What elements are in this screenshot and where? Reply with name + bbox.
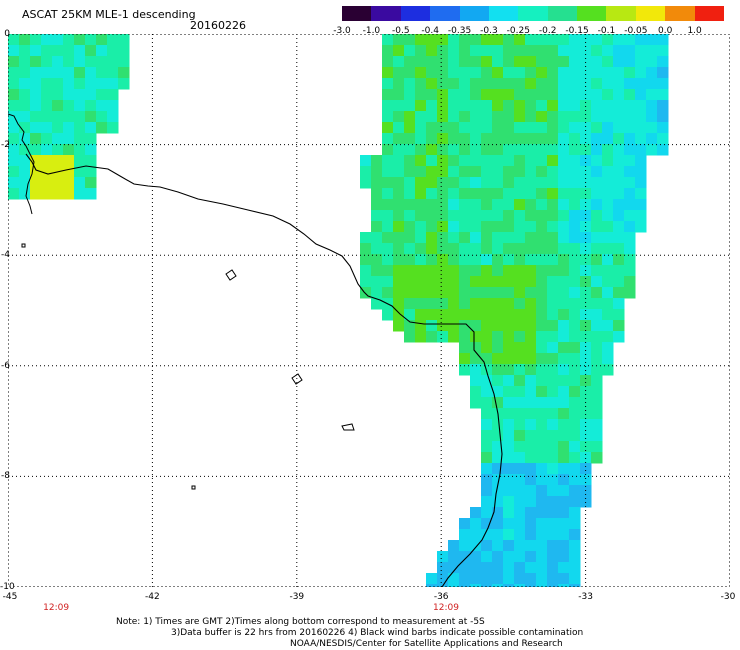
colorbar-label: 1.0 (687, 26, 702, 36)
colorbar-segment (635, 6, 666, 21)
map-plot (8, 34, 730, 587)
colorbar-label: -0.35 (447, 26, 472, 36)
colorbar-label: 0.0 (658, 26, 673, 36)
longitude-label: -45 (2, 592, 18, 602)
colorbar (342, 6, 725, 21)
latitude-label: -6 (1, 360, 10, 371)
colorbar-label: -0.4 (421, 26, 439, 36)
colorbar-label: -0.05 (624, 26, 648, 36)
footer-credit: NOAA/NESDIS/Center for Satellite Applica… (290, 639, 563, 649)
latitude-label: -8 (1, 471, 10, 482)
map-date: 20160226 (190, 19, 246, 32)
colorbar-segment (459, 6, 490, 21)
colorbar-segment (430, 6, 461, 21)
longitude-label: -36 (433, 592, 449, 602)
latitude-label: -2 (1, 139, 10, 150)
colorbar-segment (371, 6, 402, 21)
longitude-label: -42 (145, 592, 160, 602)
colorbar-segment (342, 6, 372, 21)
colorbar-label: -0.15 (565, 26, 589, 36)
wind-swaths (8, 34, 669, 587)
latitude-label: 0 (4, 29, 10, 39)
time-label: 12:09 (43, 603, 70, 613)
time-label: 12:09 (433, 603, 459, 613)
colorbar-label: -0.2 (538, 26, 557, 36)
colorbar-segment (694, 6, 725, 21)
colorbar-label: -0.5 (391, 26, 410, 36)
footer-note-1: Note: 1) Times are GMT 2)Times along bot… (116, 617, 485, 627)
colorbar-label: -0.1 (597, 26, 616, 36)
longitude-label: -39 (289, 592, 305, 602)
colorbar-segment (518, 6, 549, 21)
colorbar-segment (400, 6, 431, 21)
colorbar-segment (577, 6, 607, 21)
colorbar-segment (547, 6, 578, 21)
colorbar-label: -0.25 (506, 26, 530, 36)
footer-note-2: 3)Data buffer is 22 hrs from 20160226 4)… (171, 628, 584, 638)
colorbar-label: -1.0 (362, 26, 381, 36)
latitude-label: -4 (1, 250, 10, 261)
colorbar-label: -0.3 (480, 26, 498, 36)
colorbar-segment (488, 6, 519, 21)
coastline (8, 113, 503, 587)
map-title: ASCAT 25KM MLE-1 descending (22, 8, 196, 21)
longitude-label: -33 (578, 592, 593, 602)
colorbar-label: -3.0 (333, 26, 351, 36)
grid-lines (8, 34, 730, 587)
longitude-label: -30 (720, 592, 736, 602)
colorbar-segment (665, 6, 696, 21)
latitude-label: -10 (0, 582, 15, 592)
colorbar-segment (606, 6, 637, 21)
